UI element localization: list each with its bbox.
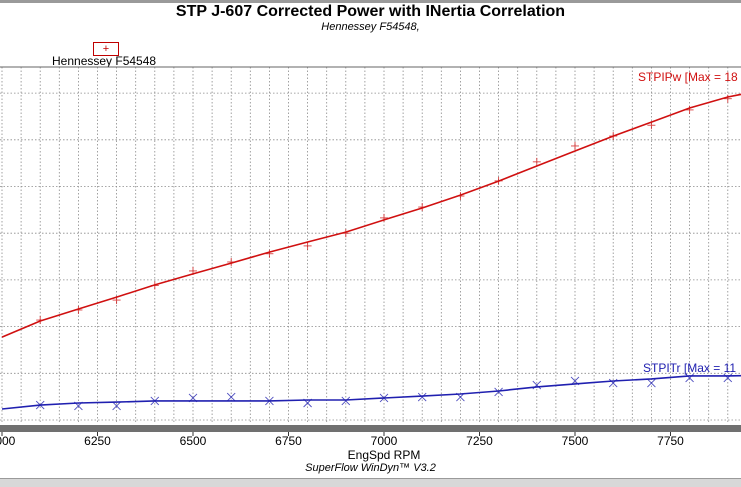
plus-marker-icon <box>341 229 350 238</box>
plus-marker-icon <box>647 121 656 130</box>
chart-footer: SuperFlow WinDyn™ V3.2 <box>305 462 436 474</box>
marker-stroke <box>647 378 656 388</box>
plus-marker-icon <box>532 157 541 166</box>
x-axis-label: EngSpd RPM <box>348 448 421 462</box>
marker-stroke <box>456 392 465 402</box>
plus-marker-icon <box>36 316 45 325</box>
marker-stroke <box>532 380 542 390</box>
legend-label: Hennessey F54548 <box>52 54 157 68</box>
x-tick-label: 7250 <box>466 434 493 448</box>
marker-stroke <box>723 373 733 383</box>
x-tick-label: 6250 <box>84 434 111 448</box>
marker-stroke <box>74 401 83 411</box>
marker-stroke <box>112 401 121 411</box>
x-tick-label: 7750 <box>657 434 684 448</box>
marker-stroke <box>417 392 427 402</box>
legend-marker-plus-icon: + <box>93 42 119 56</box>
marker-stroke <box>303 398 312 408</box>
x-marker-icon <box>608 378 618 388</box>
x-marker-icon <box>456 392 465 402</box>
series-label-STPITr: STPITr [Max = 11 <box>643 361 736 375</box>
x-marker-icon <box>570 376 580 386</box>
x-marker-icon <box>188 393 198 403</box>
plus-marker-icon <box>227 257 236 266</box>
marker-stroke <box>608 378 618 388</box>
plus-marker-icon <box>571 141 579 150</box>
x-marker-icon <box>150 396 160 406</box>
window-bottom-border <box>0 478 741 487</box>
marker-stroke <box>35 400 45 410</box>
x-marker-icon <box>265 396 274 406</box>
marker-stroke <box>188 393 198 403</box>
x-marker-icon <box>303 398 312 408</box>
marker-stroke <box>379 393 389 403</box>
x-tick-label: 6750 <box>275 434 302 448</box>
window-top-border <box>0 0 741 3</box>
plus-marker-icon <box>456 192 465 201</box>
marker-stroke <box>341 396 351 406</box>
x-marker-icon <box>379 393 389 403</box>
plus-marker-icon <box>494 176 503 185</box>
x-tick-label: 6500 <box>180 434 207 448</box>
x-marker-icon <box>74 401 83 411</box>
marker-stroke <box>265 396 274 406</box>
plus-marker-icon <box>265 249 274 258</box>
plot-background <box>0 67 741 428</box>
x-marker-icon <box>35 400 45 410</box>
chart-title: STP J-607 Corrected Power with INertia C… <box>175 3 566 20</box>
series-label-STPIPw: STPIPw [Max = 18 <box>638 70 738 84</box>
marker-stroke <box>685 373 694 383</box>
x-marker-icon <box>226 392 236 402</box>
plus-marker-icon <box>74 305 83 314</box>
x-marker-icon <box>341 396 351 406</box>
plus-marker-icon <box>303 241 312 250</box>
x-axis-bar <box>0 425 741 432</box>
x-marker-icon <box>112 401 121 411</box>
marker-stroke <box>226 392 236 402</box>
x-tick-label: 7500 <box>562 434 589 448</box>
plus-marker-icon <box>112 296 121 305</box>
x-marker-icon <box>723 373 733 383</box>
x-tick-label: 7000 <box>371 434 398 448</box>
chart-subtitle: Hennessey F54548, <box>321 21 420 33</box>
x-marker-icon <box>494 387 503 397</box>
marker-stroke <box>494 387 503 397</box>
plus-marker-icon <box>150 281 159 290</box>
x-tick-label: 6000 <box>0 434 16 448</box>
plus-marker-icon <box>685 105 694 114</box>
x-marker-icon <box>685 373 694 383</box>
plus-marker-icon <box>723 94 732 103</box>
marker-stroke <box>150 396 160 406</box>
plus-marker-icon <box>380 213 388 222</box>
plus-marker-icon <box>189 266 197 275</box>
x-marker-icon <box>647 378 656 388</box>
x-marker-icon <box>532 380 542 390</box>
x-marker-icon <box>417 392 427 402</box>
plus-marker-icon <box>609 132 618 141</box>
plus-marker-icon <box>418 203 427 212</box>
marker-stroke <box>570 376 580 386</box>
